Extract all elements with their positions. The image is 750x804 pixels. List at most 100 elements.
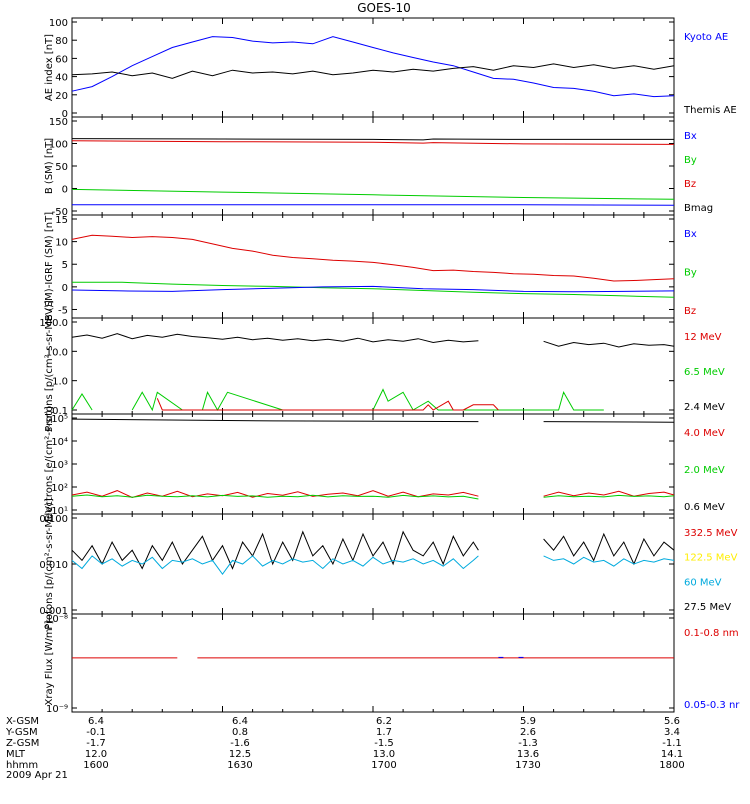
series-line-12-mev — [156, 398, 499, 411]
y-tick-label: 40 — [55, 73, 68, 84]
panel-3: -5 0 5 10 15B (SM)-IGRF (SM) [nT] Bx By Bz — [44, 212, 697, 321]
footer-value: 6.4 — [232, 716, 248, 727]
y-axis-label: Electrons [e/(cm²-s-sr)] — [44, 406, 55, 522]
legend-entry: 4.0 MeV — [684, 428, 725, 439]
footer-value: -1.6 — [230, 738, 250, 749]
footer-date: 2009 Apr 21 — [6, 770, 68, 781]
series-line-6-5-mev — [131, 388, 604, 412]
series-line-by — [71, 188, 675, 200]
panel-frame — [71, 413, 675, 515]
series-line-60-mev — [543, 555, 675, 567]
footer-value: 14.1 — [661, 749, 683, 760]
footer-value: 3.4 — [664, 727, 680, 738]
y-tick-label: 15 — [55, 215, 68, 226]
y-tick-label: 150 — [49, 117, 68, 128]
y-tick-label: 10.0 — [46, 347, 68, 358]
y-axis-label: B (SM)-IGRF (SM) [nT] — [44, 212, 55, 321]
footer-value: 13.0 — [373, 749, 395, 760]
panel-frame — [71, 317, 675, 415]
y-tick-label: 20 — [55, 91, 68, 102]
legend-entry: 332.5 MeV — [684, 528, 738, 539]
series-line-0-6-mev — [543, 421, 675, 423]
panel-frame — [71, 116, 675, 216]
footer-row-label: X-GSM — [6, 716, 39, 727]
legend-entry: Themis AE — [683, 105, 737, 116]
footer-value: 1600 — [83, 760, 108, 771]
legend-entry: Kyoto AE — [684, 32, 728, 43]
y-tick-label: 10 — [55, 238, 68, 249]
series-line-bmag — [71, 138, 674, 141]
footer-value: 6.4 — [88, 716, 104, 727]
legend-entry: By — [684, 155, 697, 166]
footer-value: 0.8 — [232, 727, 248, 738]
y-tick-label: 0.100 — [39, 514, 68, 525]
panel-1: 0 20 40 60 80 100 AE index [nT] Kyoto AE Themis … — [44, 17, 737, 120]
series-line-2-0-mev — [543, 494, 675, 498]
panel-frame — [71, 613, 675, 713]
y-tick-label: 0.1 — [52, 406, 68, 417]
series-line-bz — [71, 234, 675, 282]
series-line-2-0-mev — [71, 494, 479, 500]
y-tick-label: 10¹ — [51, 506, 68, 517]
footer-value: 1730 — [515, 760, 540, 771]
footer-value: 6.2 — [376, 716, 392, 727]
legend-entry: 0.1-0.8 nm — [684, 628, 739, 639]
footer-value: -1.7 — [86, 738, 106, 749]
y-tick-label: 10⁵ — [51, 414, 68, 425]
footer-value: -1.1 — [662, 738, 682, 749]
panel-frame — [71, 513, 675, 615]
y-tick-label: 1.0 — [52, 377, 68, 388]
legend-entry: 2.0 MeV — [684, 465, 725, 476]
legend-entry: Bx — [684, 131, 697, 142]
y-tick-label: 100.0 — [39, 318, 68, 329]
y-tick-label: -5 — [58, 305, 68, 316]
y-axis-label: AE index [nT] — [44, 34, 55, 101]
footer-value: 2.6 — [520, 727, 536, 738]
y-tick-label: -50 — [52, 207, 68, 218]
panel-frame — [71, 214, 675, 319]
footer-row-label: MLT — [6, 749, 26, 760]
y-tick-label: 100 — [49, 18, 68, 29]
footer-value: 1700 — [371, 760, 396, 771]
series-line-bx — [71, 285, 675, 293]
y-axis-label: Protons [p/(cm²-s-sr-MeV)] — [44, 498, 55, 630]
series-line-2-4-mev — [71, 333, 479, 344]
footer-value: 13.6 — [517, 749, 539, 760]
footer-row-label: hhmm — [6, 760, 38, 771]
y-tick-label: 10² — [51, 483, 68, 494]
series-line-60-mev — [71, 555, 479, 576]
y-axis-label: Protons [p/(cm²-s-sr-MeV)] — [44, 300, 55, 432]
legend-entry: 27.5 MeV — [684, 602, 731, 613]
series-line-kyoto-ae — [71, 36, 675, 98]
legend-entry: 2.4 MeV — [684, 402, 725, 413]
legend-entry: By — [684, 268, 697, 279]
footer-value: 5.9 — [520, 716, 536, 727]
footer-value: 5.6 — [664, 716, 680, 727]
y-tick-label: 0 — [62, 109, 68, 120]
footer-value: -0.1 — [86, 727, 106, 738]
legend-entry: Bx — [684, 229, 697, 240]
series-line-27-5-mev — [543, 532, 675, 566]
y-tick-label: 10⁻⁹ — [46, 704, 68, 715]
legend-entry: 6.5 MeV — [684, 367, 725, 378]
series-line-4-0-mev — [543, 490, 675, 497]
y-tick-label: 0 — [62, 185, 68, 196]
series-line-0-6-mev — [71, 418, 479, 423]
series-line-2-4-mev — [543, 340, 675, 348]
y-tick-label: 10³ — [51, 460, 68, 471]
legend-entry: Bmag — [684, 203, 713, 214]
footer-value: 12.5 — [229, 749, 251, 760]
legend-entry: 0.6 MeV — [684, 502, 725, 513]
y-tick-label: 80 — [55, 36, 68, 47]
legend-entry: 60 MeV — [684, 577, 722, 588]
legend-entry: Bz — [684, 306, 696, 317]
footer-value: 1800 — [659, 760, 684, 771]
footer-row-label: Z-GSM — [6, 738, 39, 749]
footer-value: -1.5 — [374, 738, 394, 749]
series-line-6-5-mev — [71, 393, 93, 411]
chart-title: GOES-10 — [357, 1, 411, 15]
